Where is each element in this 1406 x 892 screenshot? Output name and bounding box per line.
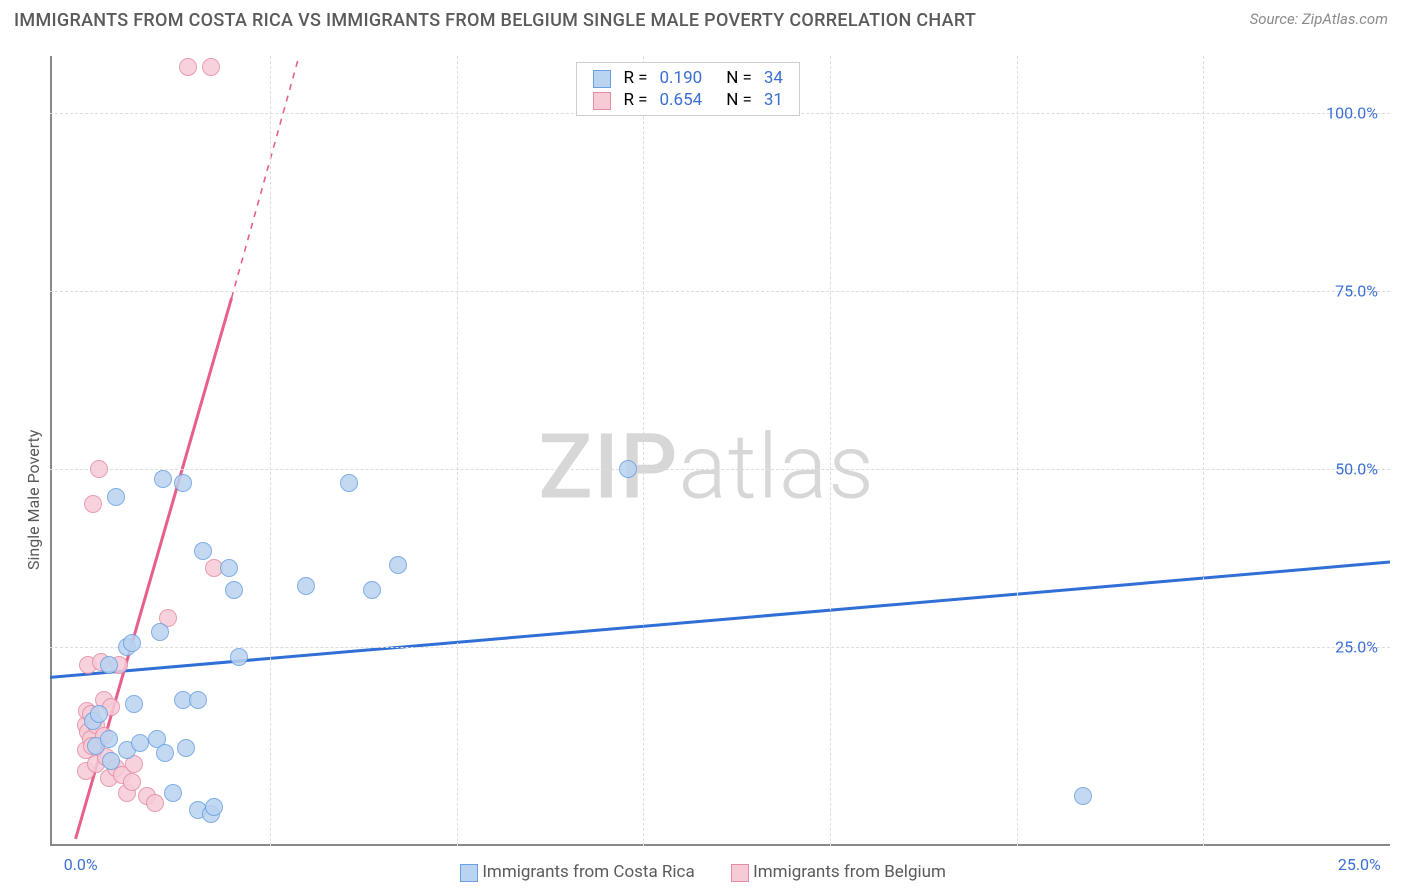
y-axis-title: Single Male Poverty: [24, 429, 43, 569]
source-label: Source: ZipAtlas.com: [1250, 10, 1388, 28]
data-point-costa-rica: [1074, 787, 1092, 805]
legend-stats-table: R = 0.190 N = 34 R = 0.654 N = 31: [587, 67, 789, 111]
swatch-belgium: [731, 864, 749, 882]
legend-label-costa-rica: Immigrants from Costa Rica: [482, 862, 694, 882]
trend-line: [232, 60, 298, 298]
value-R-belgium: 0.654: [653, 89, 708, 111]
legend-stats-box: R = 0.190 N = 34 R = 0.654 N = 31: [576, 62, 800, 116]
data-point-belgium: [90, 460, 108, 478]
trend-line: [50, 562, 1390, 677]
legend-stats-row-costa-rica: R = 0.190 N = 34: [587, 67, 789, 89]
gridline-vertical: [270, 56, 271, 846]
legend-label-belgium: Immigrants from Belgium: [753, 862, 946, 882]
value-R-costa-rica: 0.190: [653, 67, 708, 89]
data-point-costa-rica: [102, 752, 120, 770]
data-point-costa-rica: [107, 488, 125, 506]
legend-item-belgium: Immigrants from Belgium: [731, 862, 946, 882]
gridline-vertical: [643, 56, 644, 846]
y-axis-line: [50, 56, 52, 846]
data-point-belgium: [179, 58, 197, 76]
data-point-costa-rica: [363, 581, 381, 599]
data-point-costa-rica: [340, 474, 358, 492]
data-point-costa-rica: [189, 691, 207, 709]
data-point-costa-rica: [205, 798, 223, 816]
label-N: N =: [720, 67, 758, 89]
data-point-costa-rica: [123, 634, 141, 652]
plot-area: ZIPatlas 25.0%50.0%75.0%100.0%0.0%25.0%: [50, 56, 1390, 846]
x-axis-line: [50, 844, 1390, 846]
gridline-horizontal: [50, 469, 1390, 470]
y-tick-label: 50.0%: [1335, 459, 1378, 478]
data-point-costa-rica: [225, 581, 243, 599]
data-point-costa-rica: [194, 542, 212, 560]
data-point-costa-rica: [125, 695, 143, 713]
value-N-belgium: 31: [758, 89, 789, 111]
data-point-costa-rica: [389, 556, 407, 574]
trend-lines: [50, 56, 1390, 846]
gridline-vertical: [1017, 56, 1018, 846]
chart-title: IMMIGRANTS FROM COSTA RICA VS IMMIGRANTS…: [14, 10, 976, 31]
data-point-belgium: [84, 495, 102, 513]
watermark-bold: ZIP: [538, 414, 678, 519]
data-point-costa-rica: [230, 648, 248, 666]
data-point-costa-rica: [297, 577, 315, 595]
data-point-costa-rica: [90, 705, 108, 723]
data-point-costa-rica: [177, 739, 195, 757]
data-point-costa-rica: [174, 474, 192, 492]
gridline-horizontal: [50, 647, 1390, 648]
swatch-belgium: [593, 92, 611, 110]
data-point-costa-rica: [131, 734, 149, 752]
data-point-costa-rica: [619, 460, 637, 478]
data-point-costa-rica: [220, 559, 238, 577]
data-point-costa-rica: [151, 623, 169, 641]
data-point-costa-rica: [100, 656, 118, 674]
swatch-costa-rica: [593, 70, 611, 88]
gridline-vertical: [1203, 56, 1204, 846]
data-point-costa-rica: [156, 744, 174, 762]
y-tick-label: 25.0%: [1335, 637, 1378, 656]
label-R: R =: [617, 89, 653, 111]
label-R: R =: [617, 67, 653, 89]
legend-stats-row-belgium: R = 0.654 N = 31: [587, 89, 789, 111]
y-tick-label: 75.0%: [1335, 281, 1378, 300]
swatch-costa-rica: [460, 864, 478, 882]
title-bar: IMMIGRANTS FROM COSTA RICA VS IMMIGRANTS…: [0, 0, 1406, 37]
data-point-costa-rica: [164, 784, 182, 802]
value-N-costa-rica: 34: [758, 67, 789, 89]
legend-item-costa-rica: Immigrants from Costa Rica: [460, 862, 695, 882]
gridline-vertical: [457, 56, 458, 846]
watermark-rest: atlas: [679, 414, 875, 519]
data-point-belgium: [123, 773, 141, 791]
data-point-costa-rica: [100, 730, 118, 748]
gridline-horizontal: [50, 291, 1390, 292]
gridline-vertical: [830, 56, 831, 846]
data-point-costa-rica: [154, 470, 172, 488]
data-point-belgium: [202, 58, 220, 76]
watermark: ZIPatlas: [538, 414, 875, 519]
legend-series: Immigrants from Costa Rica Immigrants fr…: [0, 862, 1406, 882]
label-N: N =: [720, 89, 758, 111]
y-tick-label: 100.0%: [1326, 103, 1378, 122]
data-point-belgium: [146, 794, 164, 812]
